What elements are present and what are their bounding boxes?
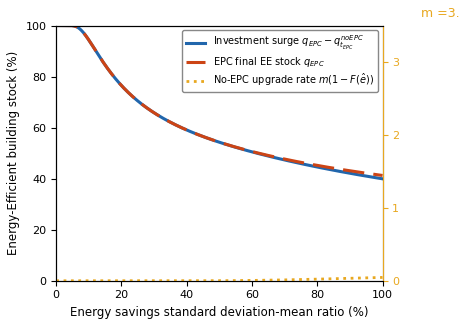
EPC final EE stock $q_{EPC}$ — [311, 163, 316, 167]
Line: EPC final EE stock $q_{EPC}$: EPC final EE stock $q_{EPC}$ — [56, 25, 382, 175]
EPC final EE stock $q_{EPC}$ — [212, 139, 218, 143]
EPC final EE stock $q_{EPC}$ — [380, 173, 385, 177]
Investment surge $q_{EPC} - q_{t_{EPC}}^{noEPC}$ — [204, 136, 209, 140]
X-axis label: Energy savings standard deviation-mean ratio (%): Energy savings standard deviation-mean r… — [70, 306, 368, 319]
EPC final EE stock $q_{EPC}$ — [370, 172, 376, 176]
EPC final EE stock $q_{EPC}$ — [204, 136, 209, 140]
No-EPC upgrade rate $m(1 - F(\hat{e}))$ — [204, 279, 209, 283]
No-EPC upgrade rate $m(1 - F(\hat{e}))$ — [370, 276, 376, 280]
Line: No-EPC upgrade rate $m(1 - F(\hat{e}))$: No-EPC upgrade rate $m(1 - F(\hat{e}))$ — [56, 277, 382, 281]
No-EPC upgrade rate $m(1 - F(\hat{e}))$ — [380, 275, 385, 279]
Y-axis label: Energy-Efficient building stock (%): Energy-Efficient building stock (%) — [7, 51, 20, 255]
EPC final EE stock $q_{EPC}$ — [370, 172, 376, 176]
Investment surge $q_{EPC} - q_{t_{EPC}}^{noEPC}$ — [70, 24, 76, 28]
Line: Investment surge $q_{EPC} - q_{t_{EPC}}^{noEPC}$: Investment surge $q_{EPC} - q_{t_{EPC}}^… — [56, 25, 382, 179]
Legend: Investment surge $q_{EPC} - q_{t_{EPC}}^{noEPC}$, EPC final EE stock $q_{EPC}$, : Investment surge $q_{EPC} - q_{t_{EPC}}^… — [182, 30, 378, 92]
Investment surge $q_{EPC} - q_{t_{EPC}}^{noEPC}$ — [370, 175, 376, 179]
No-EPC upgrade rate $m(1 - F(\hat{e}))$ — [370, 276, 376, 280]
No-EPC upgrade rate $m(1 - F(\hat{e}))$ — [212, 279, 218, 283]
Investment surge $q_{EPC} - q_{t_{EPC}}^{noEPC}$ — [212, 139, 218, 143]
No-EPC upgrade rate $m(1 - F(\hat{e}))$ — [311, 277, 316, 281]
EPC final EE stock $q_{EPC}$ — [53, 23, 59, 27]
No-EPC upgrade rate $m(1 - F(\hat{e}))$ — [70, 279, 76, 283]
No-EPC upgrade rate $m(1 - F(\hat{e}))$ — [53, 279, 59, 283]
Investment surge $q_{EPC} - q_{t_{EPC}}^{noEPC}$ — [53, 23, 59, 27]
Investment surge $q_{EPC} - q_{t_{EPC}}^{noEPC}$ — [311, 164, 316, 168]
Text: m =3.: m =3. — [421, 7, 460, 20]
Investment surge $q_{EPC} - q_{t_{EPC}}^{noEPC}$ — [380, 177, 385, 181]
EPC final EE stock $q_{EPC}$ — [70, 24, 76, 28]
Investment surge $q_{EPC} - q_{t_{EPC}}^{noEPC}$ — [370, 175, 376, 179]
